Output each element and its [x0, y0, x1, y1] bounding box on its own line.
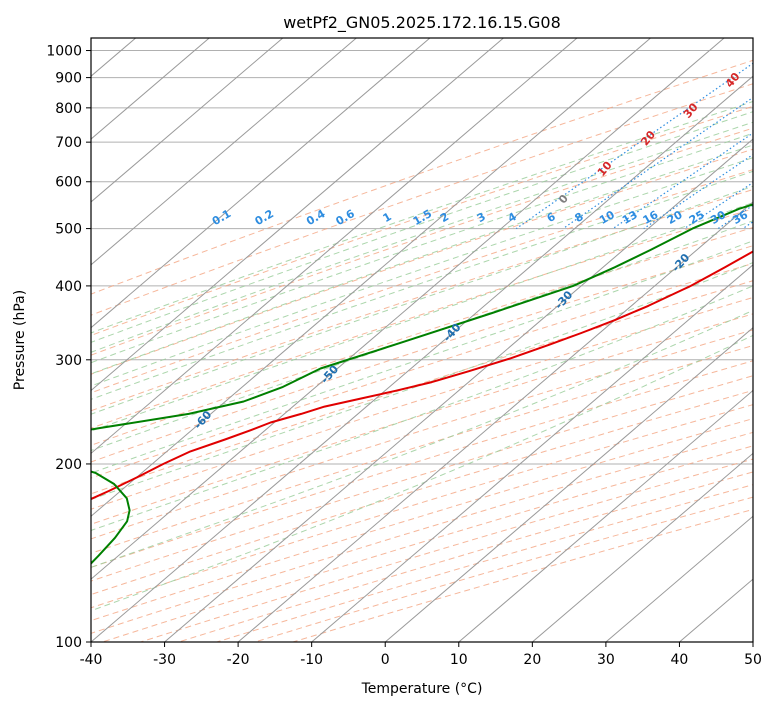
- x-tick-label: 40: [671, 652, 689, 668]
- y-tick-label: 300: [55, 353, 82, 369]
- y-tick-label: 400: [55, 279, 82, 295]
- x-tick-label: 10: [450, 652, 468, 668]
- y-tick-label: 900: [55, 71, 82, 87]
- y-tick-label: 500: [55, 222, 82, 238]
- y-tick-label: 200: [55, 457, 82, 473]
- y-tick-label: 600: [55, 175, 82, 191]
- x-tick-label: 50: [744, 652, 762, 668]
- y-tick-label: 800: [55, 101, 82, 117]
- y-axis-title: Pressure (hPa): [12, 290, 28, 390]
- x-axis-title: Temperature (°C): [361, 681, 483, 697]
- plot-background: [91, 38, 753, 642]
- x-tick-label: 0: [381, 652, 390, 668]
- y-tick-label: 700: [55, 135, 82, 151]
- isotherm-line: [753, 38, 775, 642]
- isotherm-label: -10: [771, 227, 775, 251]
- x-tick-label: -20: [227, 652, 250, 668]
- x-tick-label: 20: [523, 652, 541, 668]
- chart-title: wetPf2_GN05.2025.172.16.15.G08: [283, 13, 561, 33]
- y-tick-label: 1000: [46, 44, 82, 60]
- isotherm-line: [0, 38, 62, 642]
- x-tick-label: 30: [597, 652, 615, 668]
- x-tick-label: -10: [300, 652, 323, 668]
- x-tick-label: -30: [153, 652, 176, 668]
- y-tick-label: 100: [55, 635, 82, 651]
- x-tick-label: -40: [80, 652, 103, 668]
